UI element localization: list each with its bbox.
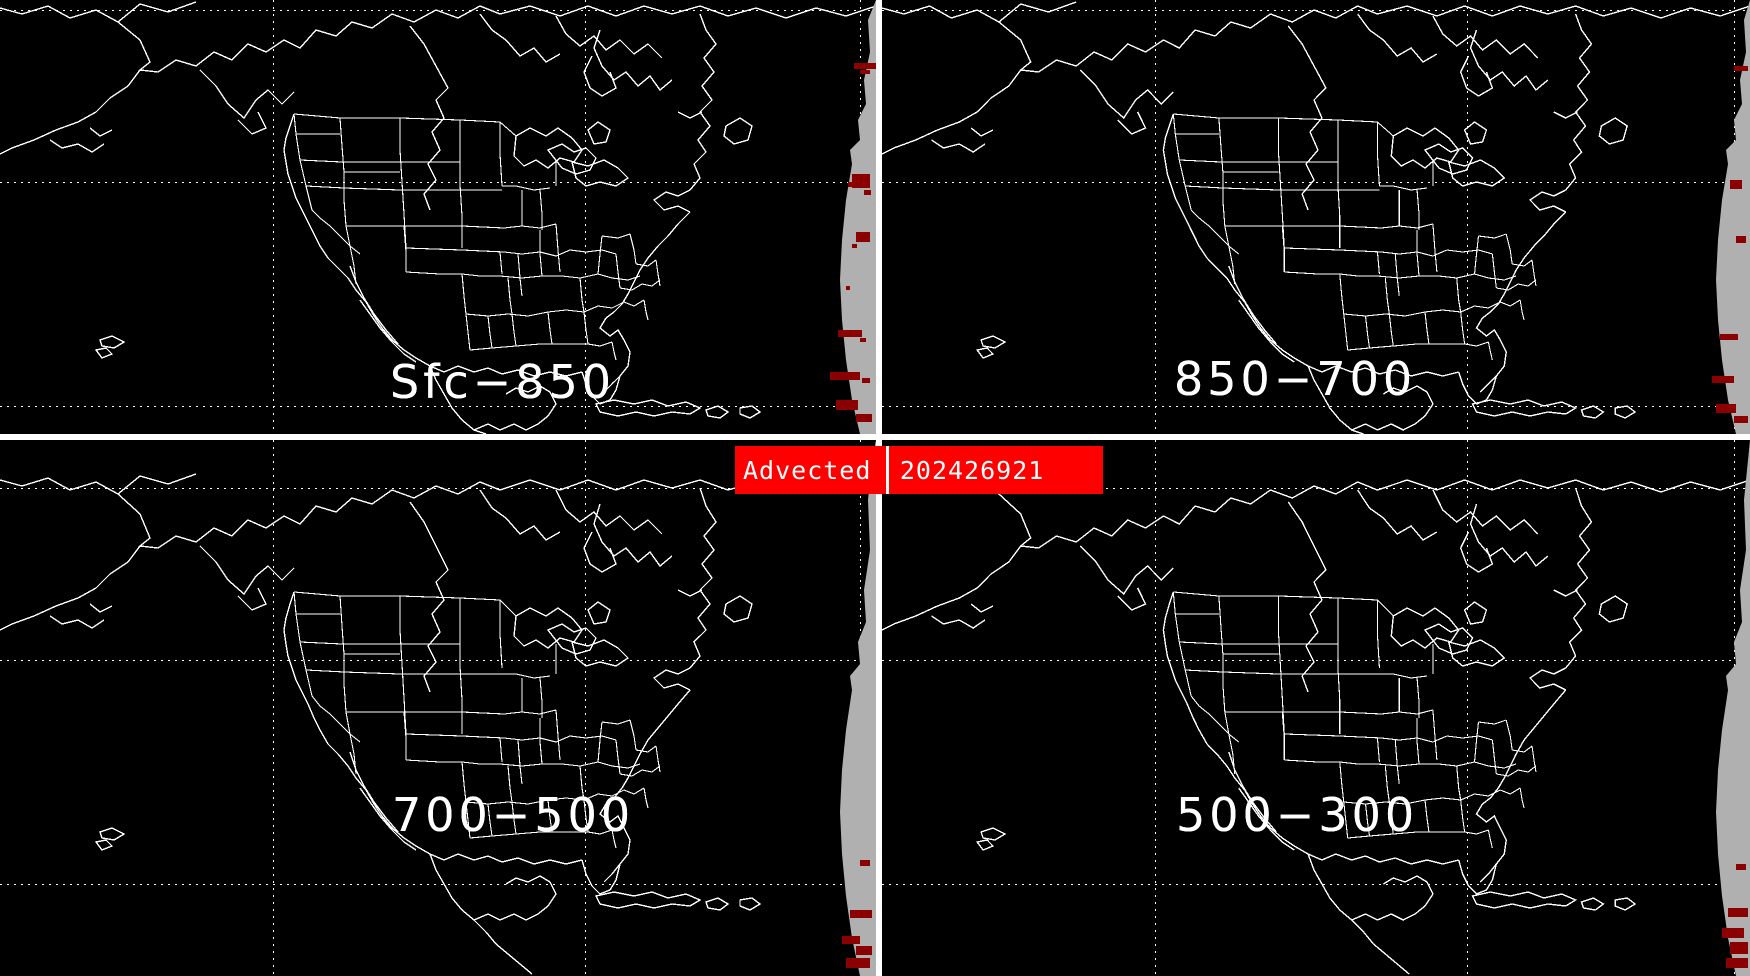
panel-label-bottom-right: 500−300 [1176,788,1419,842]
panel-label-bottom-left: 700−500 [392,788,635,842]
map-canvas-bottom-right [882,440,1750,976]
panel-label-top-right: 850−700 [1174,352,1417,406]
panel-top-left[interactable]: Sfc−850 [0,0,876,434]
banner-value: 202426921 [899,455,1045,485]
advected-to-banner: Advected to 202426921 [735,446,1103,494]
map-canvas-bottom-left [0,440,876,976]
panel-divider-horizontal [0,434,1750,440]
map-canvas-top-right [882,0,1750,434]
coastline-svg [882,1,1750,434]
map-canvas-top-left [0,0,876,434]
coastline-svg [0,1,876,434]
banner-value-segment: 202426921 [888,446,1103,494]
banner-label-segment: Advected to [735,446,919,494]
coastline-svg [0,473,876,975]
panel-label-top-left: Sfc−850 [390,355,616,409]
coastline-svg [882,473,1750,975]
panel-top-right[interactable]: 850−700 [882,0,1750,434]
panel-bottom-left[interactable]: 700−500 [0,440,876,976]
panel-bottom-right[interactable]: 500−300 [882,440,1750,976]
banner-divider [886,446,889,494]
